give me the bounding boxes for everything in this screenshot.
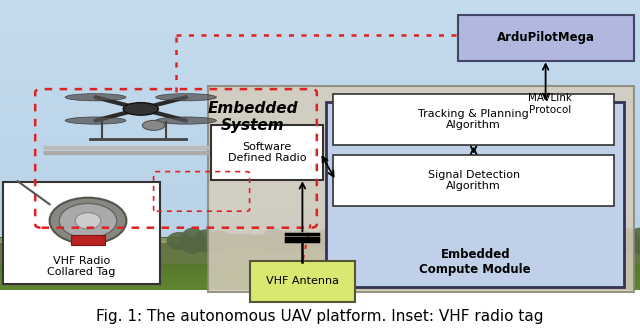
Text: ArduPilotMega: ArduPilotMega xyxy=(497,31,595,45)
Ellipse shape xyxy=(356,233,381,248)
FancyBboxPatch shape xyxy=(250,261,355,302)
Ellipse shape xyxy=(532,231,558,251)
Bar xyxy=(0,238,640,243)
Ellipse shape xyxy=(156,117,216,124)
Ellipse shape xyxy=(65,117,126,124)
Ellipse shape xyxy=(478,232,504,250)
Text: Fig. 1: The autonomous UAV platform. Inset: VHF radio tag: Fig. 1: The autonomous UAV platform. Ins… xyxy=(96,309,544,324)
Ellipse shape xyxy=(248,234,273,248)
Ellipse shape xyxy=(519,233,545,248)
Ellipse shape xyxy=(410,232,436,250)
Ellipse shape xyxy=(465,233,490,249)
FancyBboxPatch shape xyxy=(333,94,614,145)
FancyBboxPatch shape xyxy=(208,86,634,292)
Ellipse shape xyxy=(586,233,612,248)
FancyBboxPatch shape xyxy=(71,235,106,245)
Ellipse shape xyxy=(207,230,233,251)
Ellipse shape xyxy=(627,228,640,254)
Ellipse shape xyxy=(383,232,409,249)
Ellipse shape xyxy=(505,229,531,253)
Ellipse shape xyxy=(438,230,463,252)
Text: Tracking & Planning
Algorithm: Tracking & Planning Algorithm xyxy=(418,109,529,130)
Ellipse shape xyxy=(573,230,598,251)
Ellipse shape xyxy=(342,233,368,249)
Ellipse shape xyxy=(65,94,126,101)
FancyBboxPatch shape xyxy=(3,182,160,284)
Text: VHF Radio
Collared Tag: VHF Radio Collared Tag xyxy=(47,256,116,277)
Ellipse shape xyxy=(180,228,205,254)
Ellipse shape xyxy=(546,230,572,251)
Ellipse shape xyxy=(143,120,165,130)
Ellipse shape xyxy=(329,229,355,253)
Text: Embedded
Compute Module: Embedded Compute Module xyxy=(419,248,531,276)
Ellipse shape xyxy=(76,213,101,229)
Ellipse shape xyxy=(289,229,314,252)
Text: Embedded
System: Embedded System xyxy=(207,101,298,133)
Bar xyxy=(0,241,640,264)
Ellipse shape xyxy=(193,229,219,252)
Text: VHF Antenna: VHF Antenna xyxy=(266,276,339,286)
Ellipse shape xyxy=(492,231,517,250)
Ellipse shape xyxy=(261,228,287,253)
FancyBboxPatch shape xyxy=(326,102,624,287)
Ellipse shape xyxy=(559,234,585,248)
Ellipse shape xyxy=(156,94,216,101)
Ellipse shape xyxy=(397,231,422,251)
Ellipse shape xyxy=(275,230,300,251)
Ellipse shape xyxy=(234,234,260,248)
Ellipse shape xyxy=(60,203,116,238)
Ellipse shape xyxy=(221,234,246,248)
Text: MAVLink
Protocol: MAVLink Protocol xyxy=(529,93,572,115)
Ellipse shape xyxy=(424,233,449,249)
FancyBboxPatch shape xyxy=(333,155,614,206)
Ellipse shape xyxy=(166,232,192,250)
FancyBboxPatch shape xyxy=(458,15,634,61)
Ellipse shape xyxy=(124,103,159,115)
Ellipse shape xyxy=(50,198,127,244)
FancyBboxPatch shape xyxy=(211,125,323,180)
Ellipse shape xyxy=(600,234,626,248)
Ellipse shape xyxy=(316,227,341,254)
Ellipse shape xyxy=(614,228,639,254)
Ellipse shape xyxy=(370,233,396,248)
Ellipse shape xyxy=(451,234,477,248)
Ellipse shape xyxy=(302,235,328,247)
Text: Software
Defined Radio: Software Defined Radio xyxy=(228,142,307,163)
Text: Signal Detection
Algorithm: Signal Detection Algorithm xyxy=(428,170,520,191)
